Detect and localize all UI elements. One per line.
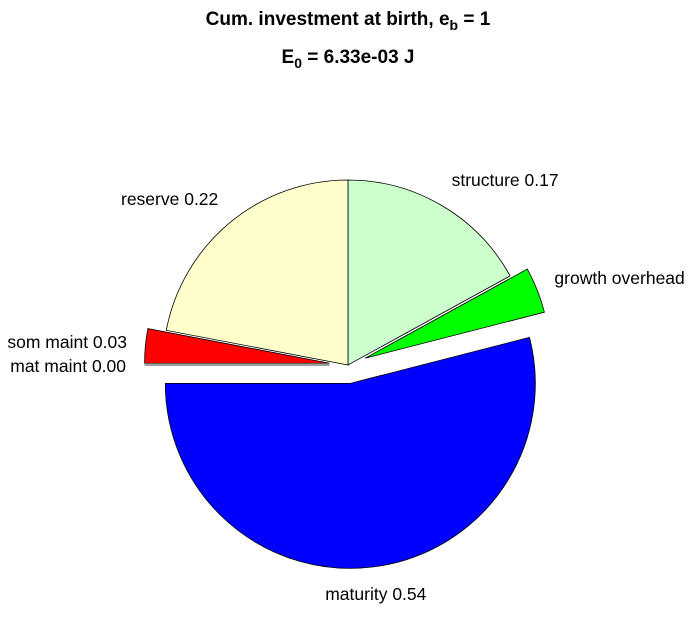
pie xyxy=(144,179,545,569)
title-tail: = 1 xyxy=(458,9,491,30)
slice-label: maturity 0.54 xyxy=(325,584,426,604)
subtitle-sub: 0 xyxy=(294,55,302,71)
slice-label: som maint 0.03 xyxy=(7,332,127,352)
title-sub: b xyxy=(450,17,459,33)
pie-slice xyxy=(164,336,536,569)
slice-label: structure 0.17 xyxy=(452,170,559,190)
subtitle-text: E xyxy=(282,47,295,68)
title-text: Cum. investment at birth, e xyxy=(206,9,450,30)
pie-slice xyxy=(347,179,511,366)
pie-labels: structure 0.17 growth overhead maturity 0.… xyxy=(7,170,684,604)
pie-slice xyxy=(365,268,545,359)
subtitle-tail: = 6.33e-03 J xyxy=(302,47,415,68)
pie-slice xyxy=(144,328,330,364)
pie-slice xyxy=(165,179,349,366)
slice-label: reserve 0.22 xyxy=(121,189,218,209)
slice-label: mat maint 0.00 xyxy=(10,356,126,376)
chart-title: Cum. investment at birth, eb = 1 xyxy=(206,9,491,33)
chart-subtitle: E0 = 6.33e-03 J xyxy=(282,47,415,71)
slice-label: growth overhead xyxy=(554,268,684,288)
